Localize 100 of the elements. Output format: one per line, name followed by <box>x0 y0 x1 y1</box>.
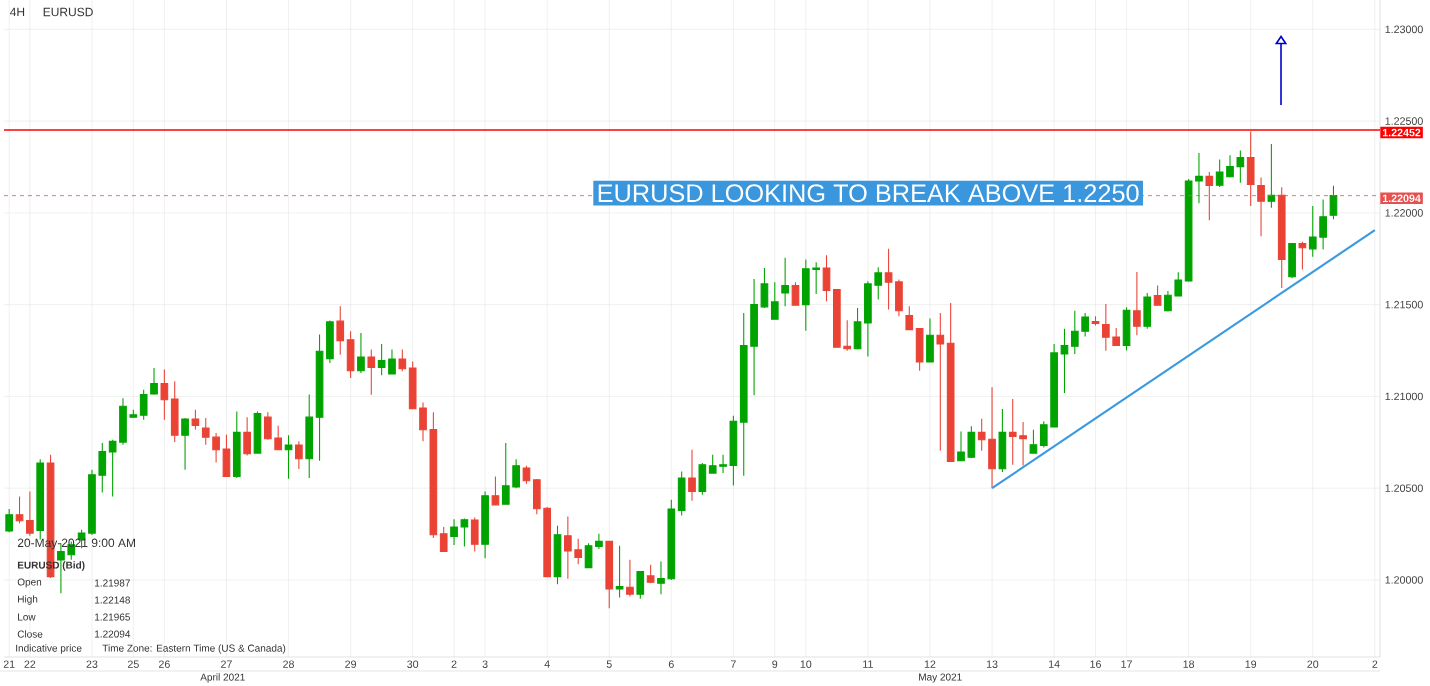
candlestick <box>501 442 510 506</box>
candlestick <box>1298 241 1307 271</box>
candlestick <box>657 561 665 595</box>
annotation: Time Zone: Eastern Time (US & Canada) <box>102 644 286 654</box>
candlestick <box>491 475 500 506</box>
candlestick <box>1091 315 1100 327</box>
x-tick-label: 6 <box>668 660 674 668</box>
candlestick <box>1008 398 1017 466</box>
x-tick-label: 25 <box>127 660 139 668</box>
candlestick <box>232 410 241 479</box>
y-tick-label: 1.20500 <box>1385 484 1423 492</box>
candlestick <box>398 349 407 372</box>
candlestick <box>388 349 396 375</box>
candlestick <box>636 570 645 600</box>
x-tick-label: 16 <box>1090 660 1101 668</box>
x-tick-label: 3 <box>482 660 488 668</box>
candlestick <box>481 490 489 559</box>
candlestick <box>357 332 365 374</box>
x-tick-label: 5 <box>606 660 612 668</box>
candlestick <box>1257 176 1265 237</box>
x-tick-label: 17 <box>1121 660 1132 668</box>
candlestick <box>822 254 831 302</box>
y-tick-label: 1.21000 <box>1385 392 1423 401</box>
candlestick <box>1060 328 1069 394</box>
candlestick <box>853 307 862 351</box>
candlestick <box>1081 312 1090 337</box>
candlestick <box>170 380 179 443</box>
candlestick <box>977 418 986 452</box>
x-tick-label: 7 <box>730 660 736 668</box>
x-tick-label: 28 <box>283 660 294 668</box>
x-tick-label: 18 <box>1183 660 1195 668</box>
candlestick <box>1133 271 1141 336</box>
candlestick <box>801 258 810 332</box>
x-tick-label: 13 <box>986 660 998 668</box>
candlestick <box>1226 154 1234 178</box>
candlestick <box>274 425 283 451</box>
candlestick <box>667 499 676 581</box>
annotation: 1.22094 <box>95 630 131 638</box>
x-tick-label: 30 <box>407 660 419 668</box>
text: April 2021 <box>200 673 245 683</box>
candlestick <box>26 490 34 537</box>
candlestick <box>998 408 1007 473</box>
candlestick <box>532 478 541 515</box>
candlestick <box>1288 242 1296 279</box>
x-tick-label: 21 <box>3 660 15 668</box>
candlestick <box>884 248 893 311</box>
annotation: EURUSD LOOKING TO BREAK ABOVE 1.2250 <box>598 184 1139 203</box>
candlestick <box>988 386 996 489</box>
candlestick <box>460 517 469 548</box>
candlestick <box>222 434 231 477</box>
candlestick <box>1246 131 1255 207</box>
y-tick-label: 1.22000 <box>1385 209 1423 217</box>
x-tick-label: 26 <box>158 660 170 668</box>
candlestick <box>1019 421 1027 466</box>
candlestick <box>719 454 727 474</box>
annotation: 1.22148 <box>95 596 130 604</box>
candlestick <box>936 312 945 452</box>
candlestick <box>1070 310 1079 355</box>
candlestick <box>470 516 479 553</box>
candlestick <box>770 281 779 320</box>
candlestick <box>646 564 655 584</box>
candlestick <box>1277 186 1286 289</box>
candlestick <box>15 495 24 524</box>
candlestick <box>584 542 593 569</box>
candlestick <box>574 538 583 565</box>
candlestick <box>191 409 200 430</box>
annotation: Open <box>17 578 42 588</box>
candlestick <box>895 278 903 317</box>
x-tick-label: 23 <box>86 660 98 668</box>
candlestick <box>595 533 603 550</box>
candlestick <box>688 449 696 502</box>
candlestick <box>946 302 955 463</box>
candlestick <box>212 432 220 464</box>
x-tick-label: 19 <box>1245 660 1257 668</box>
candlestick <box>843 319 852 352</box>
candlestick <box>543 506 552 578</box>
y-tick-label: 1.21500 <box>1385 300 1423 309</box>
ref-line-label: 1.22094 <box>1382 194 1421 203</box>
candlestick <box>1143 292 1152 330</box>
x-tick-label: 9 <box>772 660 778 668</box>
candlestick <box>605 540 614 609</box>
candlestick <box>812 261 821 295</box>
candlestick <box>315 334 324 462</box>
candlestick <box>512 458 520 489</box>
candlestick <box>346 330 355 379</box>
annotation: Close <box>17 630 43 638</box>
candlestick <box>5 508 14 533</box>
candlestick <box>88 469 96 536</box>
x-tick-label: 10 <box>800 660 812 668</box>
x-tick-label: 11 <box>863 660 873 668</box>
annotation: 1.21965 <box>95 613 130 621</box>
candlestick <box>201 417 210 446</box>
candlestick <box>1319 198 1327 251</box>
annotation: Low <box>18 613 36 621</box>
ref-line-label: 1.22452 <box>1382 128 1421 137</box>
candlestick <box>408 360 417 410</box>
candlestick <box>1267 143 1276 209</box>
candlestick <box>915 327 924 372</box>
candlestick <box>1215 158 1224 188</box>
candlestick <box>1195 152 1203 204</box>
